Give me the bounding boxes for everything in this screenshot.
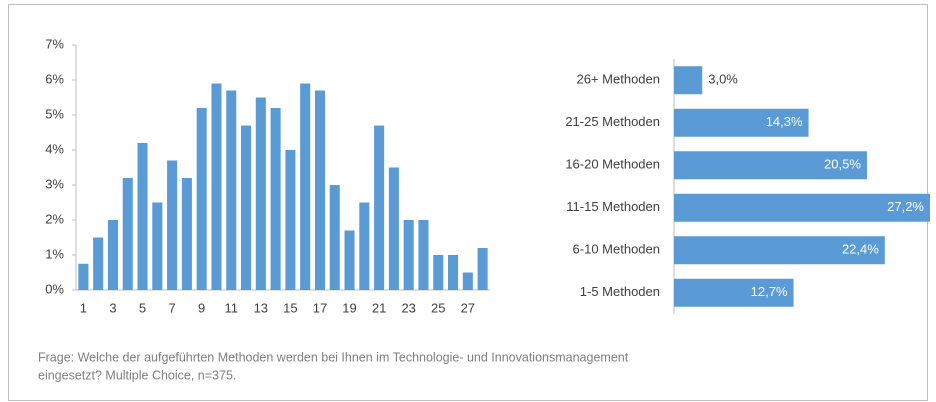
note-line: Frage: Welche der aufgeführten Methoden … bbox=[38, 350, 629, 364]
x-tick-label: 1 bbox=[80, 300, 87, 315]
bar bbox=[359, 202, 370, 290]
value-label: 12,7% bbox=[751, 284, 788, 299]
x-tick-label: 3 bbox=[109, 300, 116, 315]
bar bbox=[241, 125, 252, 290]
value-label: 22,4% bbox=[842, 242, 879, 257]
x-tick-label: 25 bbox=[431, 300, 445, 315]
bar bbox=[448, 255, 459, 290]
y-tick-label: 11-15 Methoden bbox=[566, 199, 660, 214]
y-tick-label: 26+ Methoden bbox=[577, 72, 660, 87]
bar bbox=[674, 151, 867, 180]
y-tick-label: 21-25 Methoden bbox=[565, 114, 660, 129]
bar bbox=[418, 220, 429, 290]
y-tick-label: 1% bbox=[45, 246, 64, 261]
bar bbox=[477, 248, 488, 290]
bar bbox=[300, 83, 311, 290]
value-label: 20,5% bbox=[824, 157, 861, 172]
x-tick-label: 13 bbox=[254, 300, 268, 315]
x-tick-label: 7 bbox=[168, 300, 175, 315]
bar bbox=[674, 193, 930, 222]
value-label: 3,0% bbox=[708, 72, 738, 87]
bar bbox=[255, 97, 266, 290]
bar bbox=[181, 178, 192, 290]
bar bbox=[107, 220, 118, 290]
bar bbox=[196, 108, 207, 290]
x-tick-label: 9 bbox=[198, 300, 205, 315]
y-tick-label: 7% bbox=[45, 36, 64, 51]
bar bbox=[388, 167, 399, 290]
y-tick-label: 6-10 Methoden bbox=[573, 242, 660, 257]
bar bbox=[93, 237, 104, 290]
value-label: 27,2% bbox=[887, 199, 924, 214]
y-tick-label: 1-5 Methoden bbox=[580, 284, 660, 299]
y-tick-label: 16-20 Methoden bbox=[565, 157, 660, 172]
x-tick-label: 19 bbox=[342, 300, 356, 315]
bar bbox=[167, 160, 178, 290]
bar bbox=[285, 150, 296, 290]
bar bbox=[137, 143, 148, 290]
x-tick-label: 21 bbox=[372, 300, 386, 315]
bar bbox=[270, 108, 281, 290]
x-tick-label: 27 bbox=[461, 300, 475, 315]
bar bbox=[403, 220, 414, 290]
y-tick-label: 4% bbox=[45, 141, 64, 156]
x-tick-label: 23 bbox=[401, 300, 415, 315]
y-tick-label: 5% bbox=[45, 106, 64, 121]
bar bbox=[674, 108, 809, 137]
bar bbox=[674, 278, 794, 307]
bar bbox=[226, 90, 237, 290]
bar bbox=[314, 90, 325, 290]
bar bbox=[433, 255, 444, 290]
x-tick-label: 15 bbox=[283, 300, 297, 315]
y-tick-label: 0% bbox=[45, 281, 64, 296]
bar bbox=[211, 83, 222, 290]
bar bbox=[329, 185, 340, 290]
bar bbox=[374, 125, 385, 290]
y-tick-label: 2% bbox=[45, 211, 64, 226]
y-tick-label: 3% bbox=[45, 176, 64, 191]
bar bbox=[462, 272, 473, 290]
bar bbox=[674, 236, 885, 265]
bar bbox=[344, 230, 355, 290]
bar bbox=[674, 66, 703, 95]
x-tick-label: 5 bbox=[139, 300, 146, 315]
bar bbox=[122, 178, 133, 290]
x-tick-label: 11 bbox=[225, 300, 239, 315]
value-label: 14,3% bbox=[766, 114, 803, 129]
y-tick-label: 6% bbox=[45, 71, 64, 86]
bar bbox=[78, 263, 89, 290]
bar bbox=[152, 202, 163, 290]
note-line: eingesetzt? Multiple Choice, n=375. bbox=[38, 368, 236, 382]
x-tick-label: 17 bbox=[313, 300, 327, 315]
